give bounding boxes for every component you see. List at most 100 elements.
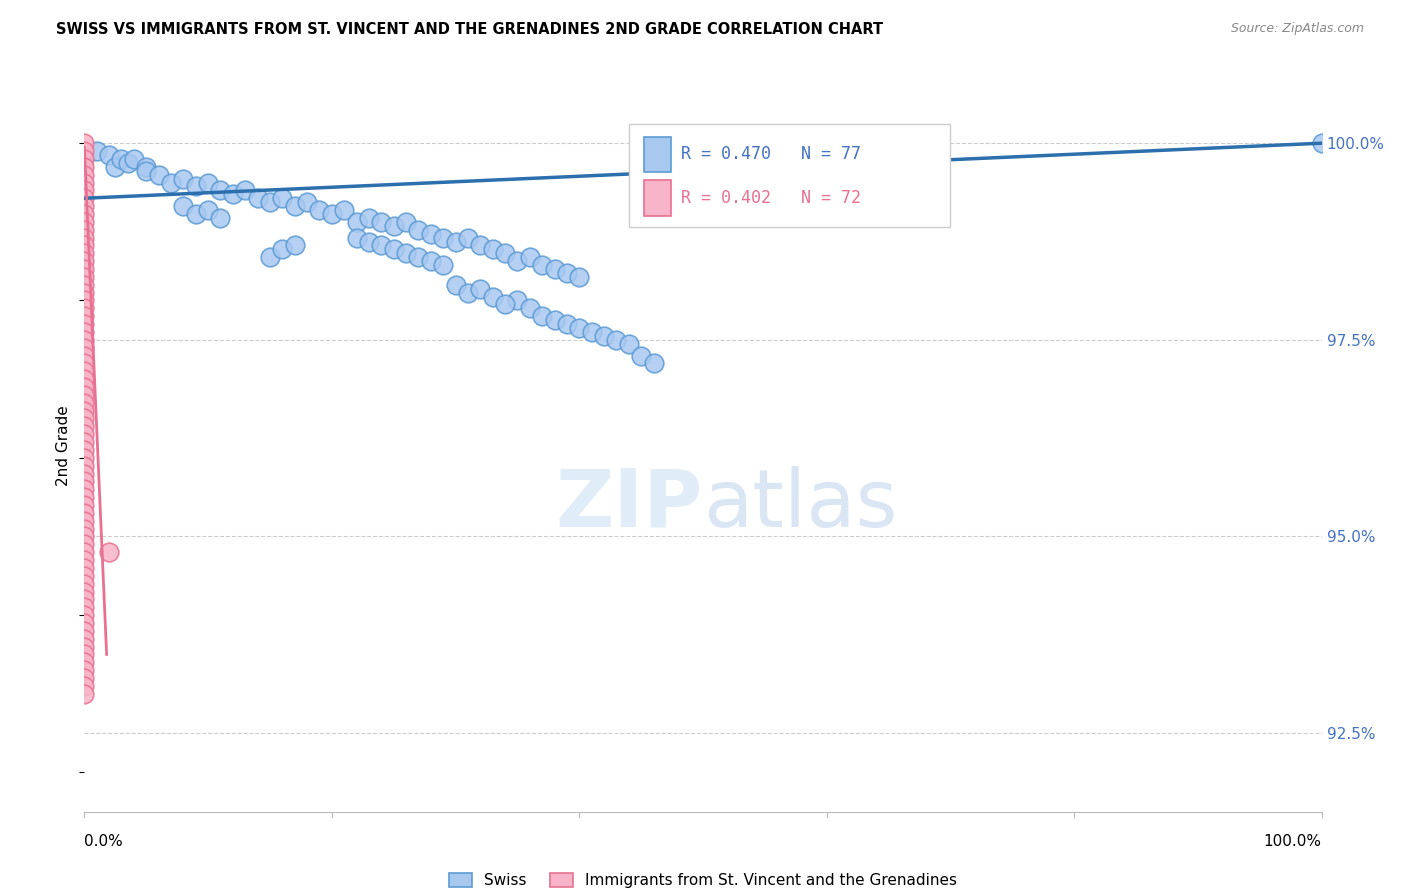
Point	[73, 584, 96, 599]
Point	[444, 277, 467, 292]
Point	[346, 230, 368, 244]
Point	[395, 215, 418, 229]
FancyBboxPatch shape	[628, 124, 950, 227]
Point	[432, 258, 454, 272]
Point	[73, 230, 96, 244]
Point	[494, 246, 516, 260]
Point	[519, 250, 541, 264]
Text: SWISS VS IMMIGRANTS FROM ST. VINCENT AND THE GRENADINES 2ND GRADE CORRELATION CH: SWISS VS IMMIGRANTS FROM ST. VINCENT AND…	[56, 22, 883, 37]
Point	[531, 310, 554, 324]
Point	[432, 230, 454, 244]
Point	[308, 202, 330, 217]
Point	[370, 215, 392, 229]
Point	[73, 568, 96, 582]
Point	[104, 160, 127, 174]
Point	[197, 176, 219, 190]
Point	[117, 156, 139, 170]
Point	[73, 191, 96, 205]
Text: ZIP: ZIP	[555, 466, 703, 543]
Point	[73, 561, 96, 575]
Point	[73, 537, 96, 551]
Point	[122, 152, 145, 166]
Point	[73, 632, 96, 646]
Point	[333, 202, 356, 217]
Point	[519, 301, 541, 316]
Point	[346, 215, 368, 229]
Point	[73, 238, 96, 252]
Point	[98, 545, 121, 559]
Point	[73, 183, 96, 197]
Point	[73, 467, 96, 481]
Point	[271, 243, 294, 257]
Point	[73, 498, 96, 512]
Point	[73, 293, 96, 308]
Text: 100.0%: 100.0%	[1264, 834, 1322, 849]
Point	[73, 356, 96, 370]
Point	[73, 506, 96, 520]
Point	[73, 317, 96, 331]
Point	[222, 187, 245, 202]
Point	[73, 419, 96, 434]
Point	[259, 195, 281, 210]
Point	[73, 333, 96, 347]
Point	[246, 191, 269, 205]
Point	[73, 246, 96, 260]
Point	[73, 215, 96, 229]
Point	[321, 207, 343, 221]
Point	[494, 297, 516, 311]
Point	[73, 522, 96, 536]
Point	[73, 277, 96, 292]
Point	[73, 372, 96, 386]
Point	[73, 450, 96, 465]
Point	[457, 285, 479, 300]
Point	[73, 341, 96, 355]
Bar	[644, 136, 671, 171]
Point	[73, 624, 96, 638]
Point	[73, 152, 96, 166]
Point	[543, 262, 565, 277]
Point	[73, 679, 96, 693]
Point	[73, 136, 96, 151]
Point	[73, 482, 96, 496]
Point	[73, 380, 96, 394]
Point	[73, 301, 96, 316]
Point	[73, 687, 96, 701]
Point	[506, 293, 529, 308]
Point	[73, 254, 96, 268]
Text: 0.0%: 0.0%	[84, 834, 124, 849]
Point	[73, 207, 96, 221]
Point	[555, 266, 578, 280]
Point	[73, 458, 96, 473]
Point	[135, 163, 157, 178]
Point	[184, 179, 207, 194]
Point	[481, 289, 503, 303]
Point	[148, 168, 170, 182]
Text: R = 0.470   N = 77: R = 0.470 N = 77	[681, 145, 860, 163]
Point	[568, 269, 591, 284]
Point	[73, 475, 96, 489]
Point	[470, 238, 492, 252]
Point	[86, 144, 108, 158]
Point	[209, 183, 232, 197]
Text: atlas: atlas	[703, 466, 897, 543]
Point	[233, 183, 256, 197]
Point	[73, 442, 96, 457]
Point	[444, 235, 467, 249]
Point	[370, 238, 392, 252]
Point	[357, 235, 380, 249]
Point	[643, 356, 665, 370]
Point	[73, 576, 96, 591]
Point	[160, 176, 183, 190]
Point	[73, 545, 96, 559]
Point	[568, 321, 591, 335]
Point	[419, 227, 441, 241]
Point	[605, 333, 627, 347]
Point	[197, 202, 219, 217]
Point	[73, 648, 96, 662]
Point	[408, 250, 430, 264]
Point	[284, 199, 307, 213]
Point	[73, 310, 96, 324]
Point	[617, 336, 640, 351]
Point	[73, 592, 96, 607]
Text: R = 0.402   N = 72: R = 0.402 N = 72	[681, 189, 860, 207]
